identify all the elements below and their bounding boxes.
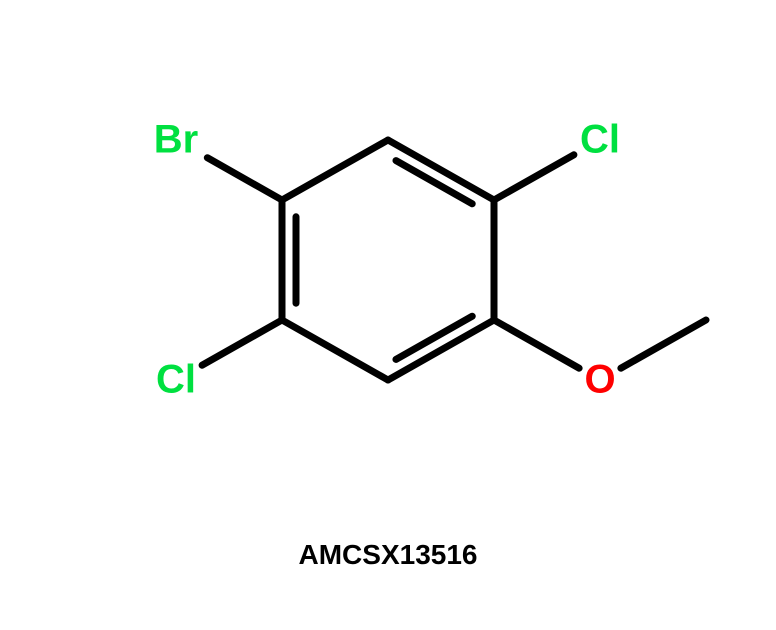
atom-label-br: Br [154,118,198,163]
diagram-stage: Br Cl Cl O AMCSX13516 [0,0,776,630]
molecule-caption: AMCSX13516 [299,539,478,571]
atom-label-cl6: Cl [156,358,196,403]
atom-label-o: O [584,358,615,403]
atom-label-cl3: Cl [580,118,620,163]
molecule-svg [0,0,776,630]
